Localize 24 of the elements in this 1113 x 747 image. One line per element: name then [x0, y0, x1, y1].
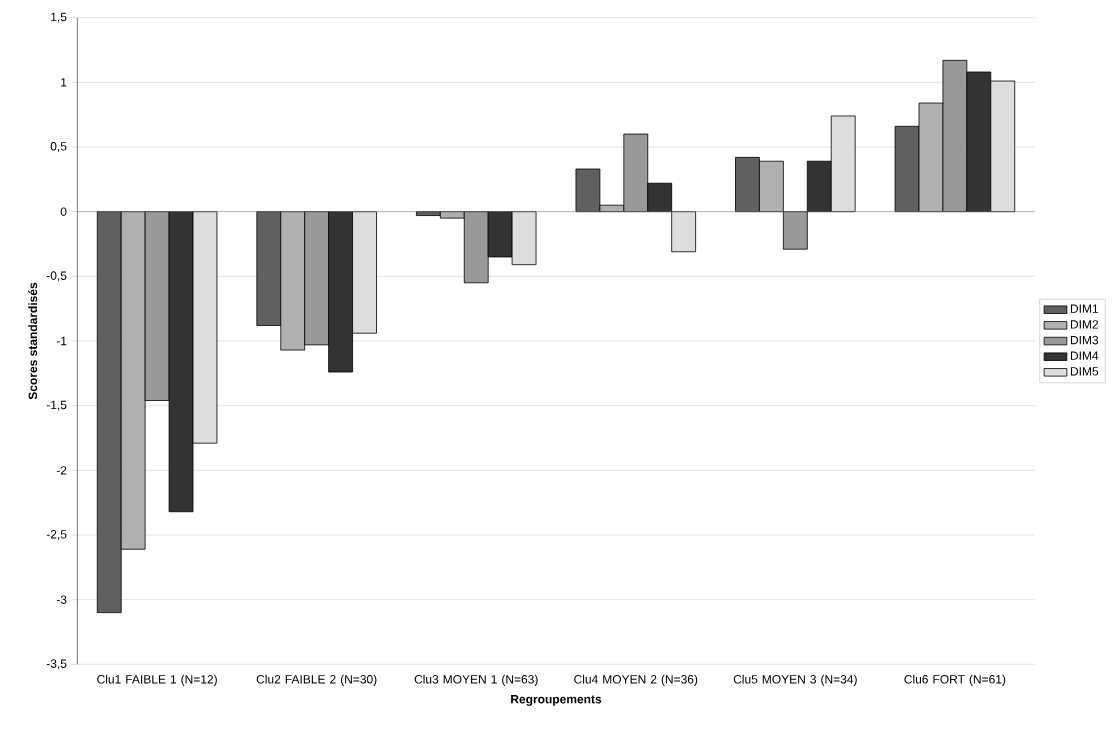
y-tick-label: 1 [61, 78, 67, 87]
y-axis-title: Scores standardisés [28, 282, 38, 400]
y-tick-label: 1,5 [51, 12, 67, 23]
y-tick-label: -3,5 [46, 659, 67, 670]
y-tick-label: -3 [56, 595, 67, 604]
legend-label: DIM3 [1070, 335, 1099, 345]
y-tick-label: -0,5 [46, 271, 67, 282]
y-tick-label: -1,5 [46, 400, 67, 411]
y-tick-label: 0,5 [50, 142, 67, 152]
y-tick-label: 0 [60, 207, 67, 216]
x-axis-title: Regroupements [511, 695, 602, 706]
x-tick-label: Clu5 MOYEN 3 (N=34) [733, 674, 857, 686]
y-tick-label: -2 [56, 466, 67, 475]
x-tick-label: Clu1 FAIBLE 1 (N=12) [97, 674, 217, 686]
legend-label: DIM4 [1070, 351, 1099, 360]
x-tick-label: Clu4 MOYEN 2 (N=36) [574, 674, 698, 686]
legend-label: DIM1 [1070, 304, 1099, 313]
y-tick-label: -2,5 [46, 530, 67, 540]
legend-label: DIM5 [1070, 367, 1099, 376]
x-tick-label: Clu2 FAIBLE 2 (N=30) [256, 674, 377, 686]
x-tick-label: Clu3 MOYEN 1 (N=63) [414, 674, 538, 686]
legend-label: DIM2 [1070, 320, 1099, 329]
x-tick-label: Clu6 FORT (N=61) [904, 674, 1006, 686]
y-tick-label: -1 [56, 336, 67, 346]
